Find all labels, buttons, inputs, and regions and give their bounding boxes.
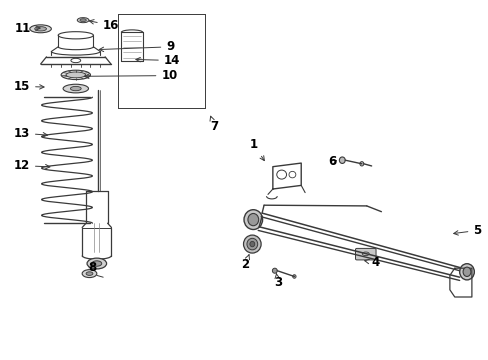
Text: 12: 12: [14, 159, 50, 172]
Text: 3: 3: [273, 273, 282, 289]
Ellipse shape: [246, 238, 257, 250]
Ellipse shape: [35, 27, 46, 31]
Ellipse shape: [339, 157, 345, 163]
Text: 4: 4: [364, 256, 379, 269]
Text: 8: 8: [88, 261, 96, 274]
Text: 11: 11: [15, 22, 40, 35]
Ellipse shape: [77, 18, 89, 23]
Ellipse shape: [244, 210, 262, 230]
Text: 2: 2: [241, 255, 249, 271]
Ellipse shape: [249, 241, 254, 247]
Ellipse shape: [82, 270, 97, 278]
Ellipse shape: [30, 25, 51, 33]
Ellipse shape: [86, 272, 93, 275]
Ellipse shape: [63, 84, 88, 93]
Text: 6: 6: [328, 156, 336, 168]
Ellipse shape: [61, 70, 90, 80]
Ellipse shape: [272, 268, 277, 273]
Ellipse shape: [92, 261, 102, 266]
Text: 16: 16: [89, 19, 119, 32]
Ellipse shape: [247, 213, 258, 226]
Text: 9: 9: [99, 40, 174, 53]
Text: 1: 1: [249, 138, 264, 161]
Ellipse shape: [462, 267, 470, 276]
Text: 7: 7: [209, 116, 218, 133]
Ellipse shape: [359, 162, 363, 166]
Ellipse shape: [87, 258, 106, 269]
Ellipse shape: [66, 72, 85, 78]
Text: 15: 15: [14, 80, 44, 93]
Text: 14: 14: [136, 54, 180, 67]
Ellipse shape: [243, 235, 261, 253]
FancyBboxPatch shape: [355, 248, 375, 260]
Text: 13: 13: [14, 127, 47, 140]
Ellipse shape: [292, 275, 296, 278]
Ellipse shape: [459, 264, 473, 280]
Text: 5: 5: [453, 224, 481, 237]
Text: 10: 10: [84, 69, 177, 82]
Ellipse shape: [80, 19, 86, 22]
Ellipse shape: [70, 86, 81, 91]
